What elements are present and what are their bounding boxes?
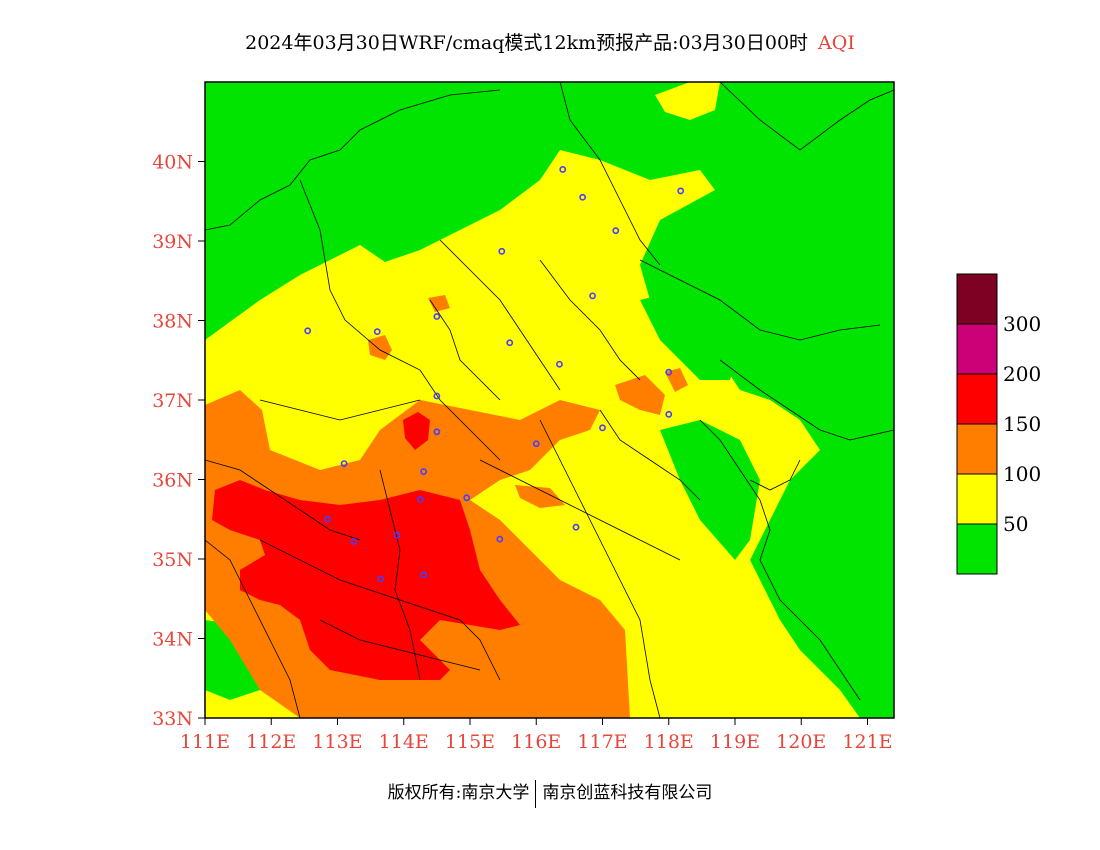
station-marker [340,460,348,467]
boundary-lines [205,82,894,718]
map-title: 2024年03月30日WRF/cmaq模式12km预报产品:03月30日00时 A… [0,28,1100,55]
station-marker [665,410,673,418]
station-marker [589,292,596,300]
lat-tick-label: 40N [152,152,193,174]
station-marker [393,531,401,539]
aqi-field [205,82,894,718]
aqi-legend: 50 100 150 200 300 [956,273,1041,575]
lon-tick-label: 112E [246,731,296,753]
aqi-zone-sensitive-patch-3 [428,295,450,312]
legend-label: 300 [1003,312,1041,336]
station-marker [304,327,312,335]
station-marker [665,368,673,376]
legend-label: 200 [1003,362,1041,386]
aqi-zone-unhealthy-patch [403,412,430,450]
copyright-footer: 版权所有:南京大学 南京创蓝科技有限公司 [0,778,1100,808]
station-marker [556,360,563,368]
aqi-zone-unhealthy [212,480,520,680]
station-marker [373,328,381,336]
lat-tick-label: 35N [152,549,193,571]
station-marker [433,313,441,320]
station-marker [559,166,567,173]
station-marker [463,494,471,502]
map-title-main: 2024年03月30日WRF/cmaq模式12km预报产品:03月30日00时 [245,32,809,54]
station-marker [433,428,441,436]
aqi-zone-sensitive-patch-1 [615,375,665,415]
station-marker [677,187,685,195]
legend-swatch [956,373,998,425]
lat-tick-label: 34N [152,629,193,651]
aqi-zone-sensitive-patch-5 [515,485,565,508]
copyright-company: 南京创蓝科技有限公司 [542,783,713,803]
lon-tick-label: 119E [710,731,760,753]
lat-tick-label: 33N [152,708,193,730]
legend-swatch [956,423,998,475]
lon-tick-label: 111E [180,731,230,753]
station-marker [572,523,580,531]
station-marker [416,495,424,503]
lat-tick-label: 39N [152,231,193,253]
copyright-owner: 版权所有:南京大学 [387,783,530,803]
station-marker [579,193,587,201]
station-marker [350,538,358,545]
station-marker [420,468,428,475]
station-marker [420,571,428,579]
station-marker [612,227,620,235]
station-marker [498,247,506,255]
lon-tick-label: 120E [776,731,826,753]
latitude-axis: 33N 34N 35N 36N 37N 38N 39N 40N [152,152,205,730]
aqi-zone-good-patch-1 [640,290,740,380]
lon-tick-label: 118E [644,731,694,753]
aqi-zone-moderate-north [655,82,720,120]
lon-tick-label: 114E [379,731,429,753]
aqi-zone-good-patch-2 [660,420,760,560]
monitoring-stations [304,166,685,583]
legend-swatch [956,523,998,575]
station-marker [599,424,606,432]
aqi-zone-good-patch-4 [780,320,894,400]
longitude-axis: 111E 112E 113E 114E 115E 116E 117E 118E 119E 120E… [180,718,893,753]
legend-label: 150 [1003,412,1041,436]
station-marker [532,440,540,448]
legend-label: 100 [1003,462,1041,486]
station-marker [506,339,514,347]
legend-swatch [956,473,998,525]
map-title-variable: AQI [818,32,855,54]
legend-swatch [956,273,998,325]
legend-swatch [956,323,998,375]
station-marker [377,575,384,583]
lon-tick-label: 117E [577,731,627,753]
lon-tick-label: 116E [511,731,561,753]
legend-label: 50 [1003,512,1028,536]
lon-tick-label: 121E [842,731,892,753]
aqi-zone-sensitive-patch-2 [368,335,392,360]
station-marker [324,515,331,523]
lon-tick-label: 113E [312,731,362,753]
footer-divider [535,779,537,808]
lat-tick-label: 37N [152,390,193,412]
lon-tick-label: 115E [445,731,495,753]
lat-tick-label: 36N [152,470,193,492]
station-marker [496,535,504,543]
lat-tick-label: 38N [152,311,193,333]
station-marker [433,392,441,400]
